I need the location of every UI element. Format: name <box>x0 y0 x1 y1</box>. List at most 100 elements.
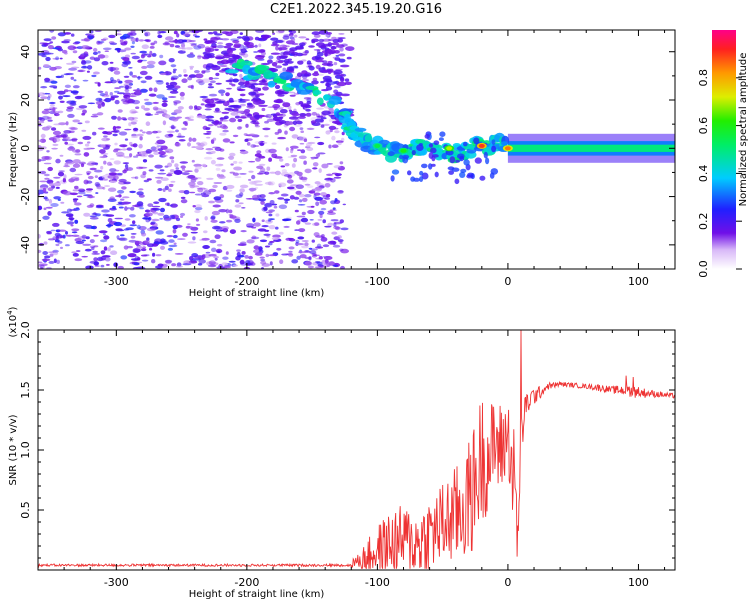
noise-blob <box>141 65 148 69</box>
track-scatter-blob <box>491 145 497 153</box>
noise-blob <box>51 127 57 131</box>
noise-blob <box>180 43 186 48</box>
noise-blob <box>117 237 126 241</box>
noise-blob <box>118 178 127 183</box>
noise-blob <box>104 185 110 187</box>
noise-blob <box>295 239 300 244</box>
noise-blob <box>339 248 344 252</box>
track-scatter-blob <box>467 172 474 177</box>
noise-blob <box>226 219 233 223</box>
noise-blob <box>148 87 153 92</box>
noise-blob <box>336 81 347 87</box>
noise-blob <box>45 56 51 62</box>
noise-blob <box>204 98 215 104</box>
track-blob <box>257 65 270 71</box>
track-blob <box>279 71 294 81</box>
noise-blob <box>250 188 254 193</box>
noise-blob <box>152 106 159 111</box>
track-scatter-blob <box>431 163 436 167</box>
noise-blob <box>279 55 288 60</box>
noise-blob <box>221 169 226 173</box>
noise-blob <box>174 142 181 147</box>
noise-blob <box>301 70 308 75</box>
noise-blob <box>135 106 140 109</box>
noise-blob <box>58 170 65 173</box>
noise-blob <box>236 251 241 257</box>
noise-blob <box>251 120 257 123</box>
noise-blob <box>100 255 106 261</box>
noise-blob <box>115 151 125 157</box>
noise-blob <box>208 77 214 80</box>
noise-blob <box>188 181 196 187</box>
noise-blob <box>171 159 175 164</box>
noise-blob <box>252 194 259 200</box>
noise-blob <box>86 172 90 176</box>
noise-blob <box>114 87 121 90</box>
noise-blob <box>231 108 239 112</box>
track-scatter-blob <box>459 155 465 162</box>
noise-blob <box>211 150 216 154</box>
noise-blob <box>234 218 241 223</box>
noise-blob <box>253 222 261 227</box>
noise-blob <box>293 157 298 163</box>
noise-blob <box>99 156 108 159</box>
noise-blob <box>236 110 244 114</box>
track-scatter-blob <box>418 143 423 146</box>
noise-blob <box>248 91 257 96</box>
noise-blob <box>210 215 216 220</box>
noise-blob <box>104 50 110 52</box>
noise-blob <box>345 46 355 51</box>
noise-blob <box>328 144 332 149</box>
noise-blob <box>74 178 80 182</box>
noise-blob <box>179 212 186 217</box>
noise-blob <box>136 201 144 207</box>
noise-blob <box>340 227 349 231</box>
noise-blob <box>176 33 180 38</box>
noise-blob <box>104 256 111 262</box>
y-axis-label: Frequency (Hz) <box>8 112 19 188</box>
track-scatter-blob <box>454 178 460 185</box>
track-blob <box>240 60 253 67</box>
y-tick-label: 1.0 <box>19 441 32 459</box>
noise-blob <box>262 127 271 131</box>
noise-blob <box>203 156 213 160</box>
noise-blob <box>113 262 119 268</box>
noise-blob <box>333 69 343 75</box>
noise-blob <box>254 186 259 190</box>
noise-blob <box>85 265 94 269</box>
noise-blob <box>232 78 239 83</box>
noise-blob <box>299 254 307 259</box>
noise-blob <box>239 192 244 197</box>
noise-blob <box>140 80 147 84</box>
noise-blob <box>53 123 62 126</box>
noise-blob <box>239 184 249 189</box>
noise-blob <box>269 261 273 266</box>
noise-blob <box>201 237 210 241</box>
noise-blob <box>97 50 101 54</box>
noise-blob <box>207 264 217 268</box>
x-tick-label: -300 <box>104 275 129 288</box>
noise-blob <box>337 165 345 171</box>
noise-blob <box>229 117 237 123</box>
noise-blob <box>266 166 271 171</box>
noise-blob <box>142 131 146 134</box>
noise-blob <box>171 117 179 122</box>
noise-blob <box>151 259 156 264</box>
noise-blob <box>281 253 289 256</box>
colorbar-tick-label: 0.0 <box>697 260 710 278</box>
noise-blob <box>326 193 331 198</box>
noise-blob <box>319 199 328 205</box>
noise-blob <box>268 254 276 257</box>
noise-blob <box>120 234 125 237</box>
noise-blob <box>239 259 245 265</box>
noise-blob <box>44 177 50 180</box>
noise-blob <box>72 119 81 123</box>
noise-blob <box>227 156 232 159</box>
noise-blob <box>289 49 295 54</box>
track-scatter-blob <box>421 163 428 169</box>
noise-blob <box>106 138 111 140</box>
noise-blob <box>157 34 163 39</box>
noise-blob <box>289 126 296 132</box>
noise-blob <box>97 104 102 109</box>
noise-blob <box>237 98 246 101</box>
